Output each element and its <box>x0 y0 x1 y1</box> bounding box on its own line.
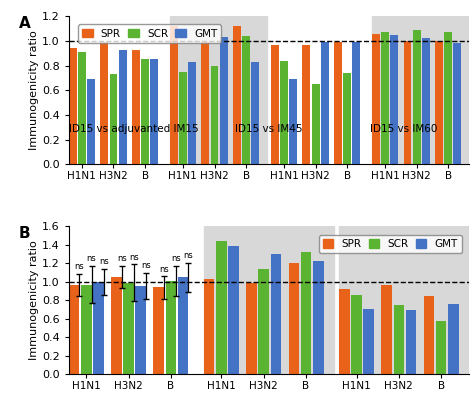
Y-axis label: Immunogenicity ratio: Immunogenicity ratio <box>29 241 39 360</box>
Bar <box>219 37 228 164</box>
Bar <box>188 62 196 164</box>
Bar <box>422 39 430 164</box>
Bar <box>170 16 267 164</box>
Text: ns: ns <box>117 254 127 263</box>
Bar <box>81 285 91 374</box>
Bar <box>406 310 416 374</box>
Bar <box>123 283 134 374</box>
Bar <box>343 73 351 164</box>
Text: ns: ns <box>74 262 84 271</box>
Bar <box>454 44 461 164</box>
Bar <box>228 246 239 374</box>
Legend: SPR, SCR, GMT: SPR, SCR, GMT <box>78 24 221 43</box>
Bar <box>141 59 149 164</box>
Bar <box>313 260 324 374</box>
Bar <box>132 50 140 164</box>
Bar <box>136 286 146 374</box>
Bar <box>424 296 434 374</box>
Text: B: B <box>18 226 30 241</box>
Bar <box>210 66 219 164</box>
Text: ID15 vs IM45: ID15 vs IM45 <box>235 124 303 134</box>
Bar <box>321 42 328 164</box>
Bar <box>242 36 250 164</box>
Text: ID15 vs IM60: ID15 vs IM60 <box>371 124 438 134</box>
Bar <box>382 285 392 374</box>
Bar <box>351 295 362 374</box>
Bar <box>69 48 77 164</box>
Bar <box>334 42 342 164</box>
Text: ns: ns <box>87 254 96 263</box>
Bar <box>150 59 158 164</box>
Bar <box>381 32 389 164</box>
Bar <box>165 281 176 374</box>
Text: ns: ns <box>141 261 151 270</box>
Legend: SPR, SCR, GMT: SPR, SCR, GMT <box>319 234 462 253</box>
Bar <box>280 61 288 164</box>
Bar <box>258 269 269 374</box>
Bar <box>111 277 122 374</box>
Bar <box>170 26 178 164</box>
Bar <box>311 84 319 164</box>
Text: ns: ns <box>159 265 169 274</box>
Bar <box>436 321 447 374</box>
Bar <box>289 263 299 374</box>
Text: ns: ns <box>99 257 109 266</box>
Bar <box>302 45 310 164</box>
Bar <box>118 50 127 164</box>
Bar <box>87 79 95 164</box>
Bar <box>201 42 210 164</box>
Bar <box>339 226 469 374</box>
Bar <box>69 285 79 374</box>
Bar <box>109 74 118 164</box>
Bar <box>78 52 86 164</box>
Text: A: A <box>18 16 30 31</box>
Bar <box>352 42 360 164</box>
Bar <box>271 45 279 164</box>
Text: ID15 vs adjuvanted IM15: ID15 vs adjuvanted IM15 <box>69 124 199 134</box>
Bar <box>216 241 227 374</box>
Bar <box>390 35 398 164</box>
Bar <box>93 282 104 374</box>
Bar <box>403 41 411 164</box>
Bar <box>179 72 187 164</box>
Bar <box>246 283 257 374</box>
Bar <box>435 41 443 164</box>
Text: ns: ns <box>171 254 181 263</box>
Bar <box>444 32 452 164</box>
Bar <box>372 33 380 164</box>
Bar <box>372 16 469 164</box>
Bar <box>251 62 259 164</box>
Bar <box>448 304 459 374</box>
Bar <box>233 26 241 164</box>
Bar <box>289 79 297 164</box>
Bar <box>339 289 350 374</box>
Bar <box>204 226 334 374</box>
Bar <box>393 305 404 374</box>
Bar <box>154 287 164 374</box>
Bar <box>271 254 281 374</box>
Bar <box>100 42 108 164</box>
Text: ns: ns <box>183 251 193 260</box>
Text: ns: ns <box>129 253 139 262</box>
Bar <box>301 252 311 374</box>
Bar <box>364 309 374 374</box>
Bar <box>204 279 214 374</box>
Bar <box>413 30 420 164</box>
Y-axis label: Immunogenicity ratio: Immunogenicity ratio <box>29 31 39 150</box>
Bar <box>178 277 188 374</box>
